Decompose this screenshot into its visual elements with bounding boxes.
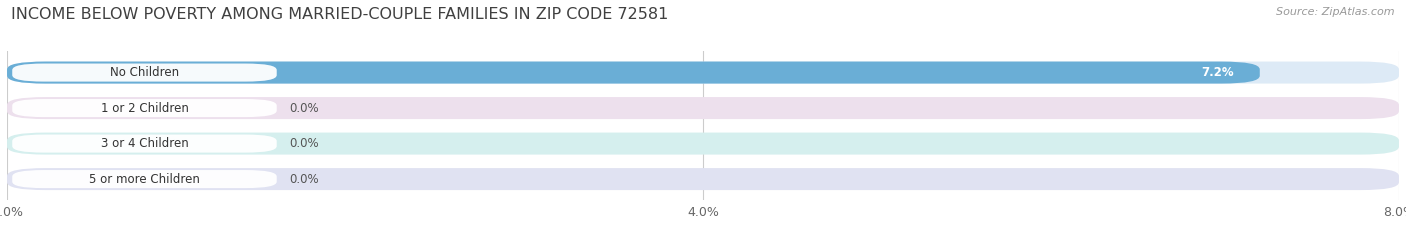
FancyBboxPatch shape <box>13 134 277 153</box>
FancyBboxPatch shape <box>7 168 1399 190</box>
Text: INCOME BELOW POVERTY AMONG MARRIED-COUPLE FAMILIES IN ZIP CODE 72581: INCOME BELOW POVERTY AMONG MARRIED-COUPL… <box>11 7 669 22</box>
Text: No Children: No Children <box>110 66 179 79</box>
Text: 3 or 4 Children: 3 or 4 Children <box>101 137 188 150</box>
Text: 5 or more Children: 5 or more Children <box>89 173 200 185</box>
FancyBboxPatch shape <box>7 62 1399 84</box>
Text: 0.0%: 0.0% <box>288 137 319 150</box>
Text: 0.0%: 0.0% <box>288 173 319 185</box>
Text: Source: ZipAtlas.com: Source: ZipAtlas.com <box>1277 7 1395 17</box>
Text: 1 or 2 Children: 1 or 2 Children <box>101 102 188 115</box>
FancyBboxPatch shape <box>13 99 277 117</box>
FancyBboxPatch shape <box>7 133 1399 154</box>
FancyBboxPatch shape <box>13 170 277 188</box>
Text: 0.0%: 0.0% <box>288 102 319 115</box>
FancyBboxPatch shape <box>7 97 1399 119</box>
FancyBboxPatch shape <box>7 62 1260 84</box>
FancyBboxPatch shape <box>13 64 277 82</box>
Text: 7.2%: 7.2% <box>1201 66 1233 79</box>
